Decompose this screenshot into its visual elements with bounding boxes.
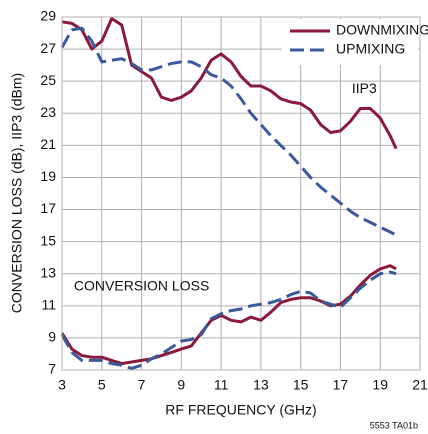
x-tick-label: 15: [293, 377, 309, 393]
x-axis-label: RF FREQUENCY (GHz): [165, 402, 316, 418]
series-line: [60, 270, 397, 370]
x-tick-label: 17: [333, 377, 349, 393]
annotation: CONVERSION LOSS: [74, 277, 209, 293]
x-tick-label: 5: [98, 377, 106, 393]
x-tick-label: 21: [412, 377, 428, 393]
x-tick-label: 19: [372, 377, 388, 393]
y-tick-label: 11: [41, 297, 56, 313]
legend-background: [282, 19, 418, 65]
x-tick-label: 7: [138, 377, 146, 393]
plot-frame: [61, 16, 421, 371]
footnote: 5553 TA01b: [370, 420, 418, 430]
series-line: [60, 26, 397, 237]
x-tick-label: 11: [214, 377, 229, 393]
y-tick-label: 29: [40, 8, 56, 24]
y-tick-label: 7: [48, 361, 56, 377]
y-tick-label: 9: [48, 329, 56, 345]
y-tick-label: 15: [40, 232, 56, 248]
y-tick-label: 17: [40, 200, 56, 216]
x-tick-label: 13: [253, 377, 269, 393]
annotation: IIP3: [352, 80, 377, 96]
legend-label: UPMIXING: [336, 41, 405, 57]
y-tick-label: 21: [40, 136, 56, 152]
y-tick-label: 25: [40, 72, 56, 88]
y-axis-label: CONVERSION LOSS (dB), IIP3 (dBm): [9, 73, 25, 313]
y-tick-label: 19: [40, 168, 56, 184]
y-tick-label: 23: [40, 104, 56, 120]
legend-label: DOWNMIXING: [336, 22, 428, 38]
x-tick-label: 3: [58, 377, 66, 393]
series-line: [61, 17, 398, 150]
series-line: [60, 264, 397, 366]
x-tick-label: 9: [177, 377, 185, 393]
y-tick-label: 13: [40, 264, 56, 280]
y-tick-label: 27: [40, 40, 56, 56]
